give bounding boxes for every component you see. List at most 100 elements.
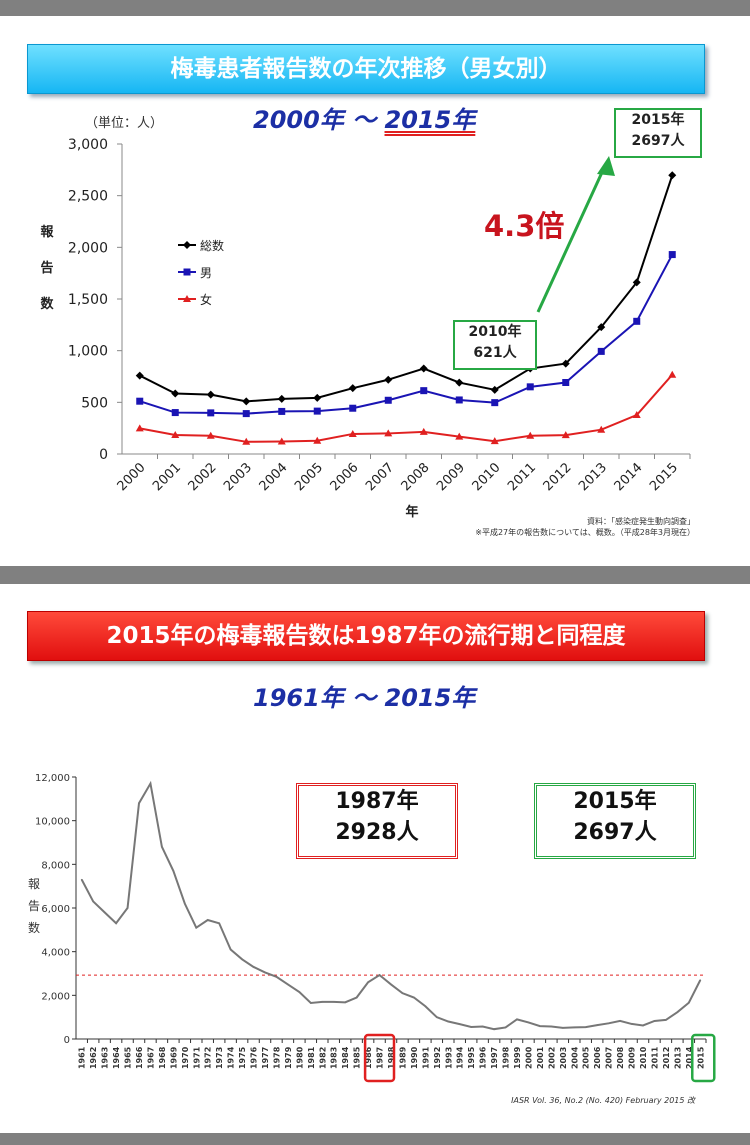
x-tick-label: 2001 (150, 460, 184, 494)
y-tick-label: 1,000 (68, 344, 108, 360)
data-point (668, 171, 677, 180)
bottom-history-chart: 0 2,000 4,000 6,000 8,000 10,000 12,000 報告数 1961… (28, 773, 716, 1083)
x-tick-label: 1987 (376, 1047, 385, 1069)
data-point (384, 375, 393, 384)
x-tick-label: 1990 (410, 1046, 419, 1069)
x-tick-label: 2011 (505, 460, 539, 494)
y-axis-title-char: 報 (28, 877, 40, 891)
y-tick-label: 1,500 (68, 292, 108, 308)
y-tick-label: 10,000 (35, 817, 70, 828)
data-point (561, 431, 570, 439)
y-tick-label: 8,000 (41, 860, 70, 871)
x-tick-label: 1992 (433, 1047, 442, 1069)
y-axis-title-char: 報 (40, 224, 54, 240)
x-tick-label: 2012 (541, 460, 575, 494)
x-tick-label: 2002 (186, 460, 220, 494)
x-tick-label: 2015 (696, 1046, 705, 1069)
data-point (332, 1001, 335, 1003)
data-point (126, 907, 129, 909)
data-point (344, 1001, 346, 1004)
highlight-2015-label (691, 1033, 716, 1083)
y-tick-label: 2,000 (68, 240, 108, 256)
x-tick-label: 1985 (353, 1046, 362, 1069)
data-point (561, 359, 570, 368)
x-tick-label: 1974 (227, 1046, 236, 1069)
x-tick-label: 2000 (115, 460, 149, 494)
x-tick-label: 2013 (673, 1047, 682, 1069)
x-tick-label: 2000 (524, 1046, 533, 1069)
data-point (470, 1026, 472, 1028)
data-point (92, 900, 94, 903)
x-tick-label: 2004 (257, 460, 291, 494)
footnote: ※平成27年の報告数については、概数。（平成28年3月現在） (475, 528, 695, 537)
x-tick-label: 1972 (204, 1047, 213, 1069)
x-tick-label: 2009 (628, 1046, 637, 1069)
callout-2015: 2015年 2697人 (614, 108, 702, 158)
data-point (321, 1001, 324, 1003)
x-tick-label: 1986 (364, 1046, 373, 1069)
range-end: 2015年 (384, 106, 476, 134)
y-axis-title-char: 数 (40, 296, 54, 312)
data-point (367, 981, 369, 984)
bottom-divider (0, 1133, 750, 1145)
y-tick-label: 500 (81, 395, 108, 411)
x-tick-label: 1973 (215, 1047, 224, 1069)
x-tick-label: 1964 (112, 1046, 121, 1069)
x-tick-label: 2012 (662, 1047, 671, 1069)
range-separator: 〜 (352, 106, 377, 134)
x-tick-label: 2013 (576, 460, 610, 494)
x-tick-label: 2015 (647, 460, 681, 494)
x-tick-label: 1995 (467, 1046, 476, 1069)
x-tick-label: 1993 (444, 1047, 453, 1069)
data-point (550, 1025, 553, 1028)
y-tick-label: 12,000 (35, 773, 70, 784)
data-point (597, 323, 606, 332)
box-2015-count: 2697人 (573, 820, 657, 845)
x-tick-label: 1970 (181, 1046, 190, 1069)
data-point (573, 1026, 576, 1029)
data-point (135, 371, 144, 380)
data-point (490, 437, 499, 445)
data-point (597, 425, 606, 433)
y-tick-label: 2,500 (68, 189, 108, 205)
box-2015-year: 2015年 (573, 789, 657, 814)
x-tick-label: 1975 (238, 1046, 247, 1069)
data-point (481, 1025, 484, 1028)
data-point (491, 399, 499, 407)
y-axis-title-char: 告 (40, 260, 53, 276)
box-2015: 2015年 2697人 (534, 783, 696, 859)
data-point (218, 922, 220, 925)
box-1987-year: 1987年 (335, 789, 419, 814)
data-point (135, 424, 144, 432)
data-point (172, 870, 175, 872)
data-point (278, 407, 286, 415)
data-point (447, 1020, 450, 1023)
x-tick-label: 1976 (250, 1046, 259, 1069)
data-point (526, 431, 535, 439)
data-point (596, 1024, 598, 1026)
data-point (424, 1005, 427, 1008)
data-point (298, 991, 301, 993)
data-point (275, 975, 278, 978)
data-point (493, 1028, 495, 1030)
x-tick-label: 1997 (490, 1047, 499, 1069)
data-point (401, 992, 404, 994)
data-point (562, 1027, 564, 1029)
x-tick-label: 2011 (650, 1046, 659, 1069)
x-tick-label: 2001 (536, 1046, 545, 1069)
data-point (420, 387, 428, 395)
x-tick-label: 2010 (639, 1046, 648, 1069)
bottom-range-title: 1961年 〜 2015年 (253, 684, 476, 712)
data-point (136, 397, 144, 405)
y-tick-label: 3,000 (68, 137, 108, 153)
x-tick-label: 2005 (292, 460, 326, 494)
data-point (313, 436, 322, 444)
x-tick-label: 1971 (192, 1046, 201, 1069)
range-start: 2000年 (253, 106, 344, 134)
data-point (171, 430, 180, 438)
data-point (419, 364, 428, 373)
data-point (195, 926, 198, 929)
y-axis-title-char: 告 (28, 899, 40, 913)
x-tick-label: 2005 (582, 1046, 591, 1069)
x-tick-label: 2007 (363, 460, 397, 494)
